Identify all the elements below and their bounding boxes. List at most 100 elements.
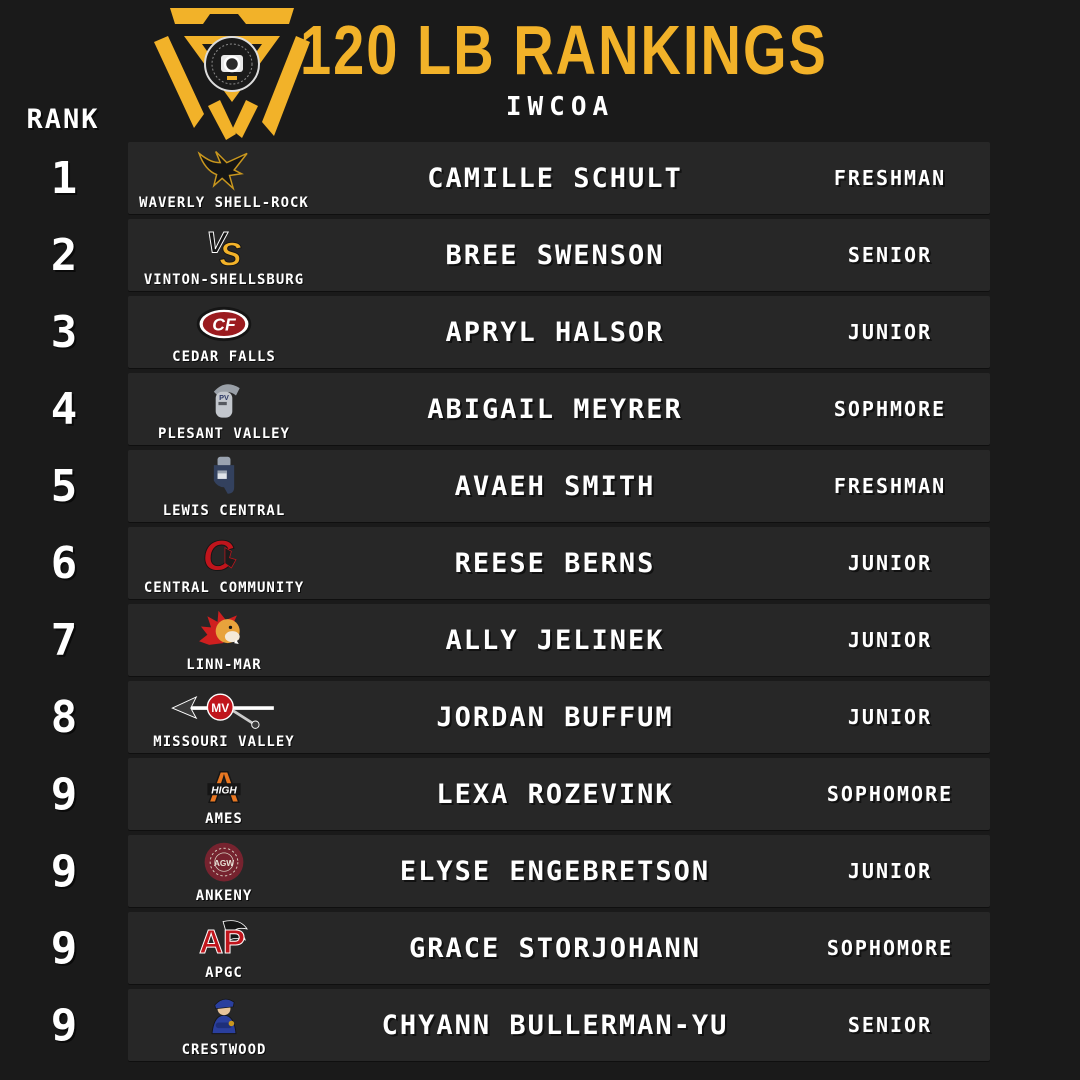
rank-number: 6 xyxy=(50,537,78,589)
ranking-card: LINN-MAR ALLY JELINEK JUNIOR xyxy=(128,604,990,676)
school-name: CEDAR FALLS xyxy=(172,349,276,365)
rank-number: 9 xyxy=(50,845,78,897)
ranking-card: A HIGH AMES LEXA ROZEVINK SOPHOMORE xyxy=(128,758,990,830)
ranking-card: MV MISSOURI VALLEY JORDAN BUFFUM JUNIOR xyxy=(128,681,990,753)
school-logo-wrap: V S xyxy=(193,219,255,272)
svg-text:S: S xyxy=(219,236,241,271)
ranking-row: 9 AP APGC GRACE STORJOHANN SOPHOMORE xyxy=(0,912,990,984)
ranking-card: PV PLESANT VALLEY ABIGAIL MEYRER SOPHMOR… xyxy=(128,373,990,445)
ranking-row: 6 C CENTRAL COMMUNITY REESE BERNS JUNIOR xyxy=(0,527,990,599)
svg-text:MV: MV xyxy=(211,700,229,714)
wrestler-name: CHYANN BULLERMAN-YU xyxy=(381,1009,729,1041)
school-logo-wrap xyxy=(193,142,255,195)
school-cell: CF CEDAR FALLS xyxy=(128,296,320,368)
page-subtitle: IWCOA xyxy=(505,92,615,122)
rank-number: 9 xyxy=(50,922,78,974)
ranking-row: 1 WAVERLY SHELL-ROCK CAMILLE SCHULT FRES… xyxy=(0,142,990,214)
apgc-falcon-logo: AP xyxy=(199,919,248,961)
svg-text:CF: CF xyxy=(212,314,237,334)
wrestler-name: ABIGAIL MEYRER xyxy=(427,393,683,425)
wrestler-name: ALLY JELINEK xyxy=(445,624,665,656)
ranking-card: AP APGC GRACE STORJOHANN SOPHOMORE xyxy=(128,912,990,984)
svg-text:HIGH: HIGH xyxy=(211,785,237,796)
missouri-valley-spear-logo: MV xyxy=(171,693,274,729)
school-name: APGC xyxy=(205,965,243,981)
waverly-shell-rock-eagle-logo xyxy=(197,150,248,191)
rank-number: 7 xyxy=(50,614,78,666)
school-name: CRESTWOOD xyxy=(181,1042,267,1058)
school-name: AMES xyxy=(205,811,243,827)
wrestling-emblem-icon xyxy=(154,8,310,140)
ranking-card: C CENTRAL COMMUNITY REESE BERNS JUNIOR xyxy=(128,527,990,599)
grade-label: SOPHMORE xyxy=(833,397,947,421)
school-cell: MV MISSOURI VALLEY xyxy=(128,681,320,753)
grade-label: JUNIOR xyxy=(847,705,933,729)
rank-number: 9 xyxy=(50,999,78,1051)
ranking-row: 9 A HIGH AMES LEXA ROZEVINK SOPHOMORE xyxy=(0,758,990,830)
school-name: LINN-MAR xyxy=(186,657,262,673)
school-logo-wrap xyxy=(193,989,255,1042)
linn-mar-lion-logo xyxy=(199,610,240,645)
ranking-card: WAVERLY SHELL-ROCK CAMILLE SCHULT FRESHM… xyxy=(128,142,990,214)
school-logo-wrap: AGW xyxy=(193,835,255,888)
ranking-row: 8 MV MISSOURI VALLEY JORDAN BUFFUM JUNIO… xyxy=(0,681,990,753)
ranking-row: 9 AGW ANKENY ELYSE ENGEBRETSON JUNIOR xyxy=(0,835,990,907)
grade-label: SENIOR xyxy=(847,1013,933,1037)
ranking-card: AGW ANKENY ELYSE ENGEBRETSON JUNIOR xyxy=(128,835,990,907)
school-cell: V S VINTON-SHELLSBURG xyxy=(128,219,320,291)
svg-text:AP: AP xyxy=(199,923,245,960)
ranking-card: V S VINTON-SHELLSBURG BREE SWENSON SENIO… xyxy=(128,219,990,291)
wrestler-name: LEXA ROZEVINK xyxy=(436,778,674,810)
rank-number: 4 xyxy=(50,383,78,435)
wrestler-name: ELYSE ENGEBRETSON xyxy=(399,855,711,887)
grade-label: SOPHOMORE xyxy=(826,782,954,806)
crestwood-cadet-logo xyxy=(211,998,237,1034)
grade-label: JUNIOR xyxy=(847,320,933,344)
central-community-warrior-logo: C xyxy=(202,531,237,579)
school-cell: C CENTRAL COMMUNITY xyxy=(128,527,320,599)
grade-label: FRESHMAN xyxy=(833,166,947,190)
rank-number: 2 xyxy=(50,229,78,281)
rank-number: 9 xyxy=(50,768,78,820)
ranking-row: 3 CF CEDAR FALLS APRYL HALSOR JUNIOR xyxy=(0,296,990,368)
ranking-card: LEWIS CENTRAL AVAEH SMITH FRESHMAN xyxy=(128,450,990,522)
grade-label: SENIOR xyxy=(847,243,933,267)
pleasant-valley-spartan-logo: PV xyxy=(213,383,240,418)
ranking-row: 7 LINN-MAR ALLY JELINEK JUNIOR xyxy=(0,604,990,676)
wrestler-name: APRYL HALSOR xyxy=(445,316,665,348)
rankings-table: 1 WAVERLY SHELL-ROCK CAMILLE SCHULT FRES… xyxy=(0,142,990,1061)
school-cell: A HIGH AMES xyxy=(128,758,320,830)
ranking-card: CF CEDAR FALLS APRYL HALSOR JUNIOR xyxy=(128,296,990,368)
school-logo-wrap xyxy=(193,450,255,503)
iwcoa-brand-logo xyxy=(146,2,318,140)
school-name: MISSOURI VALLEY xyxy=(153,734,295,750)
rank-number: 3 xyxy=(50,306,78,358)
svg-text:AGW: AGW xyxy=(214,857,234,867)
school-logo-wrap: CF xyxy=(193,296,255,349)
page-title: 120 LB RANKINGS xyxy=(300,10,828,89)
ranking-row: 9 CRESTWOOD CHYANN BULLERMAN-YU SENIOR xyxy=(0,989,990,1061)
svg-text:V: V xyxy=(206,226,228,259)
school-name: WAVERLY SHELL-ROCK xyxy=(139,195,309,211)
grade-label: FRESHMAN xyxy=(833,474,947,498)
vinton-shellsburg-vs-logo: V S xyxy=(206,226,242,271)
grade-label: SOPHOMORE xyxy=(826,936,954,960)
school-cell: AP APGC xyxy=(128,912,320,984)
rank-number: 8 xyxy=(50,691,78,743)
school-logo-wrap: AP xyxy=(193,912,255,965)
grade-label: JUNIOR xyxy=(847,628,933,652)
wrestler-name: BREE SWENSON xyxy=(445,239,665,271)
ankeny-agw-logo: AGW xyxy=(204,842,244,881)
school-logo-wrap xyxy=(193,604,255,657)
school-name: PLESANT VALLEY xyxy=(157,426,290,442)
lewis-central-titan-logo xyxy=(213,456,235,494)
school-logo-wrap: MV xyxy=(165,681,283,734)
ranking-row: 2 V S VINTON-SHELLSBURG BREE SWENSON SEN… xyxy=(0,219,990,291)
grade-label: JUNIOR xyxy=(847,551,933,575)
school-cell: CRESTWOOD xyxy=(128,989,320,1061)
wrestler-name: JORDAN BUFFUM xyxy=(436,701,674,733)
school-name: LEWIS CENTRAL xyxy=(162,503,286,519)
rank-column-header: RANK xyxy=(26,104,100,135)
rank-number: 1 xyxy=(50,152,78,204)
